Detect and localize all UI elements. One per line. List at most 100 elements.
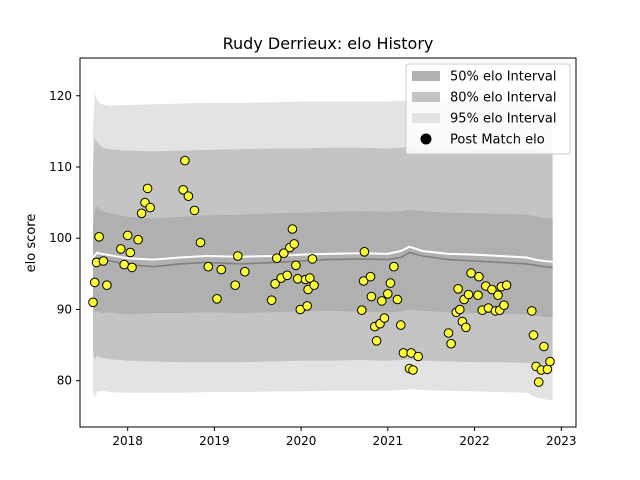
post-match-elo-point: [307, 254, 318, 264]
post-match-elo-point: [88, 297, 98, 308]
post-match-elo-point: [527, 306, 537, 316]
post-match-elo-point: [279, 248, 289, 258]
post-match-elo-point: [501, 280, 512, 291]
x-tick-label: 2022: [459, 434, 490, 448]
post-match-elo-point: [455, 304, 465, 315]
post-match-elo-point: [499, 300, 509, 311]
post-match-elo-point: [212, 294, 222, 304]
post-match-elo-point: [240, 266, 250, 277]
post-match-elo-point: [446, 338, 456, 349]
x-tick-label: 2020: [286, 434, 317, 448]
post-match-elo-point: [102, 280, 112, 291]
post-match-elo-point: [289, 239, 300, 249]
post-match-elo-point: [94, 232, 104, 242]
post-match-elo-point: [392, 294, 403, 305]
y-tick-label: 90: [57, 302, 72, 316]
y-axis-label: elo score: [24, 214, 39, 273]
post-match-elo-point: [383, 289, 393, 299]
post-match-elo-point: [474, 271, 484, 282]
x-tick-label: 2019: [199, 434, 230, 448]
post-match-elo-point: [359, 247, 370, 257]
post-match-elo-point: [357, 305, 367, 316]
legend-swatch: [412, 113, 440, 123]
post-match-elo-point: [379, 313, 390, 323]
legend-marker: [420, 133, 432, 145]
post-match-elo-point: [180, 155, 190, 166]
post-match-elo-point: [533, 377, 544, 387]
post-match-elo-point: [389, 261, 399, 272]
post-match-elo-point: [230, 280, 240, 291]
legend-label: 80% elo Interval: [450, 91, 557, 106]
post-match-elo-point: [142, 183, 153, 194]
mean-elo-line: [92, 251, 553, 269]
post-match-elo-point: [305, 273, 315, 283]
post-match-elo-point: [493, 290, 503, 301]
post-match-elo-point: [183, 191, 194, 201]
post-match-elo-point: [371, 336, 382, 346]
post-match-elo-point: [89, 277, 100, 288]
y-tick-label: 80: [57, 374, 72, 388]
x-tick-label: 2021: [373, 434, 404, 448]
post-match-elo-point: [178, 185, 188, 195]
post-match-elo-point: [216, 264, 227, 275]
y-tick-label: 110: [49, 160, 72, 174]
post-match-elo-point: [473, 290, 483, 301]
post-match-elo-point: [266, 295, 277, 306]
post-match-elo-point: [539, 341, 549, 352]
post-match-elo-point: [309, 280, 319, 291]
plot-area: [88, 92, 555, 401]
y-tick-label: 120: [49, 89, 72, 103]
post-match-elo-point: [528, 330, 539, 340]
median-elo-line: [92, 245, 553, 263]
post-match-elo-point: [461, 322, 471, 333]
post-match-elo-point: [302, 301, 313, 311]
post-match-elo-point: [292, 274, 303, 284]
post-match-elo-point: [487, 284, 497, 295]
post-match-elo-point: [189, 205, 200, 216]
post-match-elo-point: [443, 328, 454, 338]
post-match-elo-point: [287, 224, 298, 234]
post-match-elo-point: [272, 253, 282, 264]
post-match-elo-point: [145, 202, 155, 213]
axes: 2018 2019 2020 2021 2022 2023 80 90 100 110 120: [49, 57, 577, 448]
legend-swatch: [412, 71, 440, 81]
post-match-elo-point: [385, 278, 396, 288]
post-match-elo-point: [291, 260, 301, 271]
post-match-elo-point: [233, 251, 243, 261]
post-match-elo-point: [195, 237, 206, 248]
y-tick-label: 100: [49, 231, 72, 245]
band-50-interval: [93, 206, 553, 318]
post-match-elo-point: [116, 244, 126, 254]
legend-label: 50% elo Interval: [450, 70, 557, 85]
post-match-elo-point: [365, 271, 376, 282]
post-match-elo-point: [366, 291, 377, 302]
legend-swatch: [412, 92, 440, 102]
post-match-elo-point: [127, 262, 137, 273]
post-match-elo-point: [270, 279, 280, 289]
post-match-elo-point: [542, 364, 553, 375]
x-tick-label: 2018: [112, 434, 143, 448]
post-match-elo-point: [125, 247, 136, 258]
x-tick-label: 2023: [546, 434, 577, 448]
post-match-elo-point: [122, 230, 133, 241]
legend: 50% elo Interval 80% elo Interval 95% elo …: [405, 63, 571, 155]
legend-label: Post Match elo: [450, 133, 545, 148]
post-match-elo-point: [282, 270, 293, 281]
chart-title: Rudy Derrieux: elo History: [223, 34, 434, 53]
post-match-elo-point: [413, 351, 424, 362]
axes-frame: [79, 57, 577, 428]
post-match-elo-point: [98, 256, 109, 266]
post-match-elo-point: [358, 276, 369, 286]
post-match-elo-point: [133, 234, 143, 245]
post-match-elo-point: [408, 365, 418, 375]
post-match-elo-point: [453, 284, 463, 294]
post-match-elo-point: [396, 320, 406, 330]
post-match-elo-point: [203, 261, 214, 272]
post-match-elo-point: [466, 268, 476, 278]
legend-box: [405, 63, 571, 155]
post-match-elo-point: [545, 356, 555, 367]
legend-label: 95% elo Interval: [450, 112, 557, 127]
post-match-elo-point: [377, 296, 387, 306]
post-match-elo-point: [463, 289, 474, 300]
